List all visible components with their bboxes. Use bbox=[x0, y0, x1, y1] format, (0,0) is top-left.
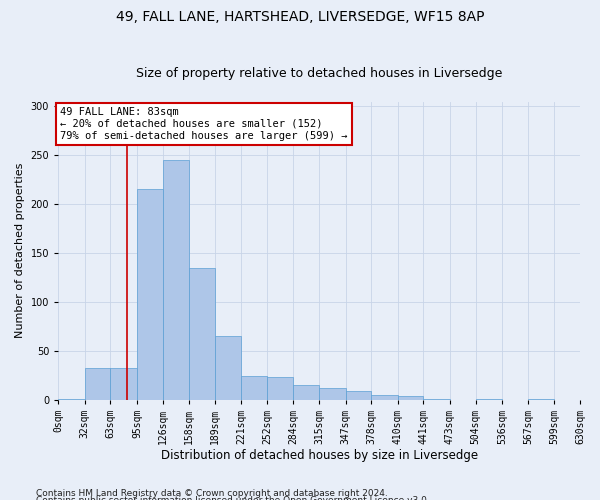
Bar bbox=[424, 398, 450, 400]
Bar bbox=[163, 160, 189, 400]
Bar bbox=[58, 398, 85, 400]
Title: Size of property relative to detached houses in Liversedge: Size of property relative to detached ho… bbox=[136, 66, 502, 80]
Bar bbox=[528, 398, 554, 400]
Bar bbox=[346, 391, 371, 400]
Text: Contains HM Land Registry data © Crown copyright and database right 2024.: Contains HM Land Registry data © Crown c… bbox=[36, 488, 388, 498]
Bar bbox=[189, 268, 215, 400]
Bar bbox=[293, 385, 319, 400]
Bar bbox=[371, 395, 398, 400]
X-axis label: Distribution of detached houses by size in Liversedge: Distribution of detached houses by size … bbox=[161, 450, 478, 462]
Y-axis label: Number of detached properties: Number of detached properties bbox=[15, 163, 25, 338]
Bar bbox=[137, 188, 163, 400]
Bar bbox=[319, 388, 346, 400]
Text: Contains public sector information licensed under the Open Government Licence v3: Contains public sector information licen… bbox=[36, 496, 430, 500]
Text: 49, FALL LANE, HARTSHEAD, LIVERSEDGE, WF15 8AP: 49, FALL LANE, HARTSHEAD, LIVERSEDGE, WF… bbox=[116, 10, 484, 24]
Bar bbox=[215, 336, 241, 400]
Bar bbox=[110, 368, 137, 400]
Text: 49 FALL LANE: 83sqm
← 20% of detached houses are smaller (152)
79% of semi-detac: 49 FALL LANE: 83sqm ← 20% of detached ho… bbox=[60, 108, 347, 140]
Bar bbox=[398, 396, 424, 400]
Bar bbox=[476, 398, 502, 400]
Bar bbox=[241, 376, 267, 400]
Bar bbox=[267, 377, 293, 400]
Bar bbox=[85, 368, 110, 400]
Bar bbox=[580, 398, 600, 400]
